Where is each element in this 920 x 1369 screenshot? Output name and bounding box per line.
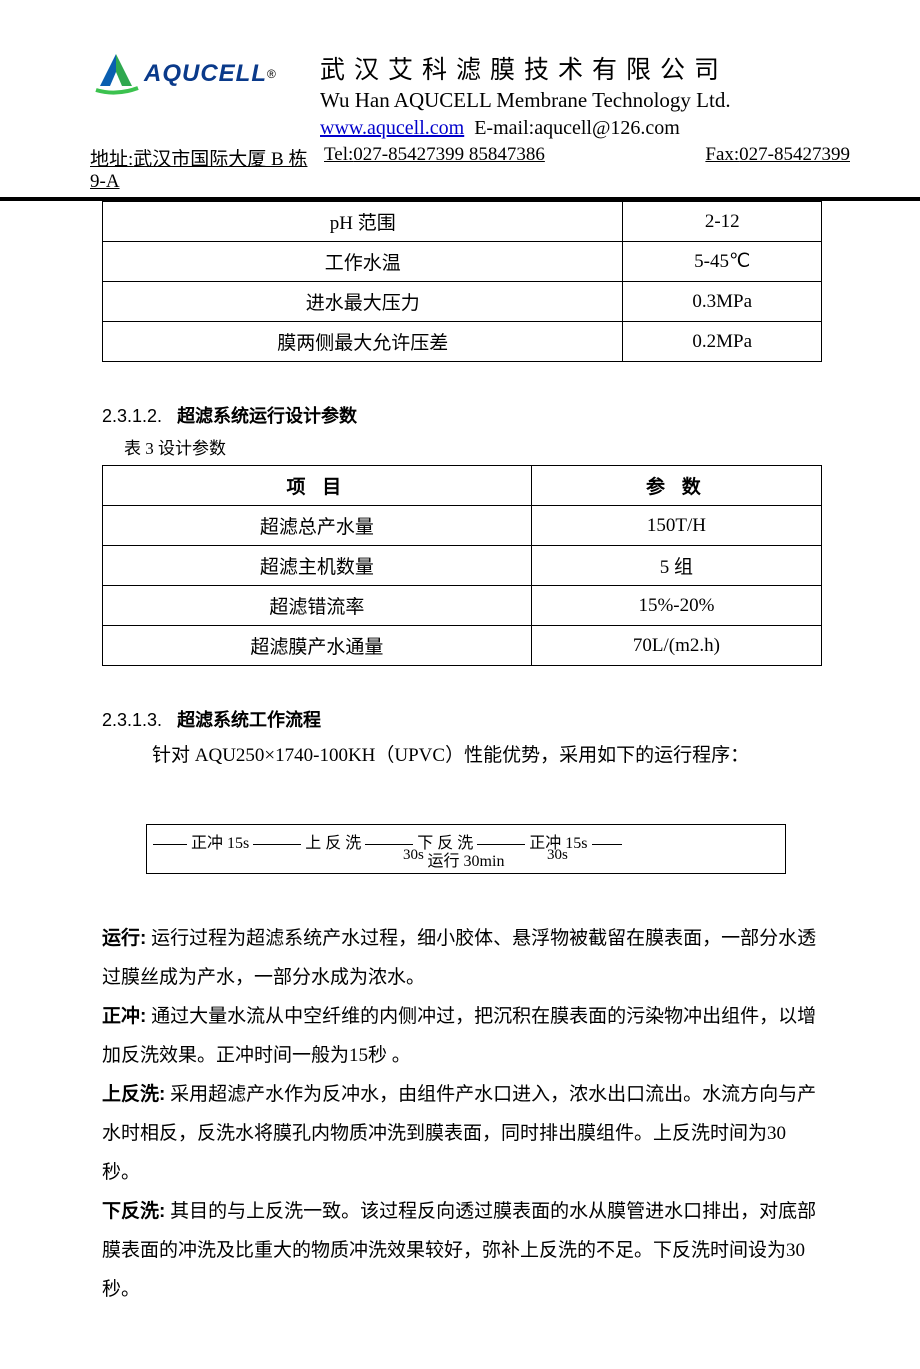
fax: 027-85427399 (739, 144, 850, 165)
tel-label: Tel: (324, 144, 353, 165)
p3-text: 采用超滤产水作为反冲水，由组件产水口进入，浓水出口流出。水流方向与产水时相反，反… (102, 1084, 816, 1183)
p3-label: 上反洗: (102, 1084, 165, 1105)
table-row: 进水最大压力0.3MPa (103, 282, 822, 322)
flow-step-2-sub: 30s (403, 847, 424, 864)
table-row: 超滤总产水量150T/H (103, 506, 822, 546)
table-row: 膜两侧最大允许压差0.2MPa (103, 322, 822, 362)
flow-step-2: 上 反 洗 (305, 829, 361, 853)
logo-text: AQUCELL (144, 60, 267, 88)
table-row: 超滤主机数量5 组 (103, 546, 822, 586)
logo-registered: ® (267, 67, 276, 81)
body-paragraphs: 运行: 运行过程为超滤系统产水过程，细小胶体、悬浮物被截留在膜表面，一部分水透过… (102, 920, 822, 1309)
table-row: 超滤错流率15%-20% (103, 586, 822, 626)
fax-label: Fax: (705, 144, 739, 165)
table-3: 项 目 参 数 超滤总产水量150T/H 超滤主机数量5 组 超滤错流率15%-… (102, 465, 822, 666)
email: aqucell@126.com (534, 117, 680, 139)
flow-step-1: 正冲 15s (191, 829, 249, 853)
company-logo: AQUCELL ® (90, 50, 320, 98)
section-2-3-1-3-heading: 2.3.1.3. 超滤系统工作流程 (102, 706, 822, 732)
company-name-en: Wu Han AQUCELL Membrane Technology Ltd. (320, 88, 850, 113)
table-row: 超滤膜产水通量70L/(m2.h) (103, 626, 822, 666)
flow-diagram: 正冲 15s 上 反 洗 下 反 洗 正冲 15s 30s 30s 运行 30m… (146, 824, 786, 874)
email-label: E-mail: (474, 117, 534, 139)
p1-text: 运行过程为超滤系统产水过程，细小胶体、悬浮物被截留在膜表面，一部分水透过膜丝成为… (102, 928, 816, 988)
p4-label: 下反洗: (102, 1201, 165, 1222)
section-3-intro: 针对 AQU250×1740-100KH（UPVC）性能优势，采用如下的运行程序… (152, 738, 822, 774)
tel: 027-85427399 85847386 (353, 144, 545, 165)
table-3-caption: 表 3 设计参数 (124, 434, 822, 459)
flow-run: 运行 30min (428, 847, 505, 871)
table-header-row: 项 目 参 数 (103, 466, 822, 506)
aqucell-logo-icon (90, 50, 142, 98)
table-row: pH 范围2-12 (103, 202, 822, 242)
website-link[interactable]: www.aqucell.com (320, 117, 464, 139)
section-2-3-1-2-heading: 2.3.1.2. 超滤系统运行设计参数 (102, 402, 822, 428)
p1-label: 运行: (102, 928, 146, 949)
p2-label: 正冲: (102, 1006, 146, 1027)
table-1: pH 范围2-12 工作水温5-45℃ 进水最大压力0.3MPa 膜两侧最大允许… (102, 201, 822, 362)
table-row: 工作水温5-45℃ (103, 242, 822, 282)
company-name-cn: 武汉艾科滤膜技术有限公司 (320, 50, 850, 86)
p4-text: 其目的与上反洗一致。该过程反向透过膜表面的水从膜管进水口排出，对底部膜表面的冲洗… (102, 1201, 816, 1300)
addr-label: 地址: (90, 149, 133, 170)
p2-text: 通过大量水流从中空纤维的内侧冲过，把沉积在膜表面的污染物冲出组件，以增加反洗效果… (102, 1006, 816, 1066)
flow-step-3-sub: 30s (547, 847, 568, 864)
